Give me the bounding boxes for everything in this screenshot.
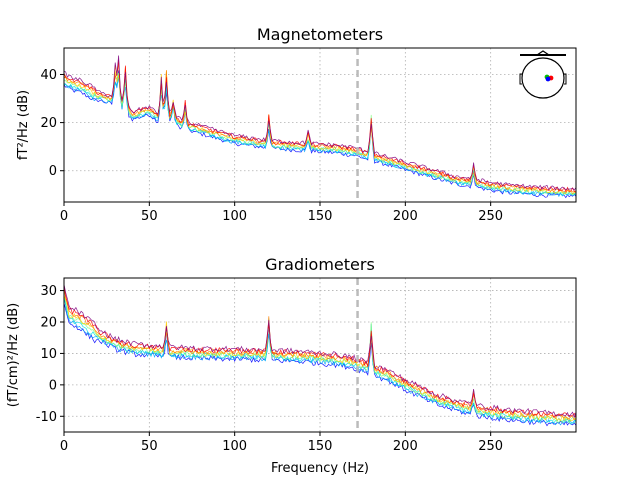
- head-left-ear: [519, 73, 522, 85]
- x-tick-label: 150: [308, 439, 333, 454]
- gradiometers-traces: [63, 284, 577, 427]
- x-tick-label: 50: [141, 439, 158, 454]
- gradiometers-title: Gradiometers: [265, 255, 375, 274]
- psd-trace: [63, 285, 577, 419]
- y-tick-label: 20: [40, 116, 57, 131]
- sensor-head-inset: [519, 50, 567, 99]
- gradiometers-ylabel: (fT/cm)²/Hz (dB): [6, 303, 21, 408]
- y-tick-label: 30: [40, 284, 57, 299]
- x-tick-label: 100: [222, 209, 247, 224]
- sensor-dot-blue: [545, 76, 551, 82]
- psd-trace: [63, 295, 576, 424]
- x-tick-label: 150: [308, 209, 333, 224]
- psd-trace: [63, 74, 577, 197]
- x-tick-label: 0: [60, 439, 68, 454]
- head-outline: [521, 57, 565, 99]
- psd-trace: [63, 59, 577, 193]
- magnetometers-traces: [63, 55, 577, 199]
- magnetometers-panel: Magnetometers 0 50 100 150 200 250 0 20 40 fT²/H…: [16, 25, 577, 224]
- x-tick-label: 100: [222, 439, 247, 454]
- magnetometers-ylabel: fT²/Hz (dB): [16, 90, 31, 160]
- x-tick-label: 50: [141, 209, 158, 224]
- magnetometers-ticks: 0 50 100 150 200 250 0 20 40: [40, 68, 503, 224]
- head-right-ear: [564, 73, 567, 85]
- magnetometers-title: Magnetometers: [257, 25, 383, 44]
- y-tick-label: 20: [40, 316, 57, 331]
- x-tick-label: 200: [393, 439, 418, 454]
- x-tick-label: 250: [478, 439, 503, 454]
- y-tick-label: 0: [49, 378, 57, 393]
- psd-trace: [63, 70, 577, 199]
- magnetometers-grid: [64, 48, 576, 202]
- psd-trace: [63, 67, 577, 195]
- head-nose: [536, 50, 550, 56]
- psd-trace: [63, 63, 577, 193]
- y-tick-label: 40: [40, 68, 57, 83]
- y-tick-label: 0: [49, 164, 57, 179]
- gradiometers-grid: [64, 278, 576, 432]
- x-tick-label: 250: [478, 209, 503, 224]
- x-tick-label: 200: [393, 209, 418, 224]
- y-tick-label: -10: [36, 410, 57, 425]
- gradiometers-xlabel: Frequency (Hz): [271, 461, 369, 476]
- y-tick-label: 10: [40, 347, 57, 362]
- x-tick-label: 0: [60, 209, 68, 224]
- psd-trace: [63, 55, 577, 191]
- psd-trace: [63, 284, 577, 419]
